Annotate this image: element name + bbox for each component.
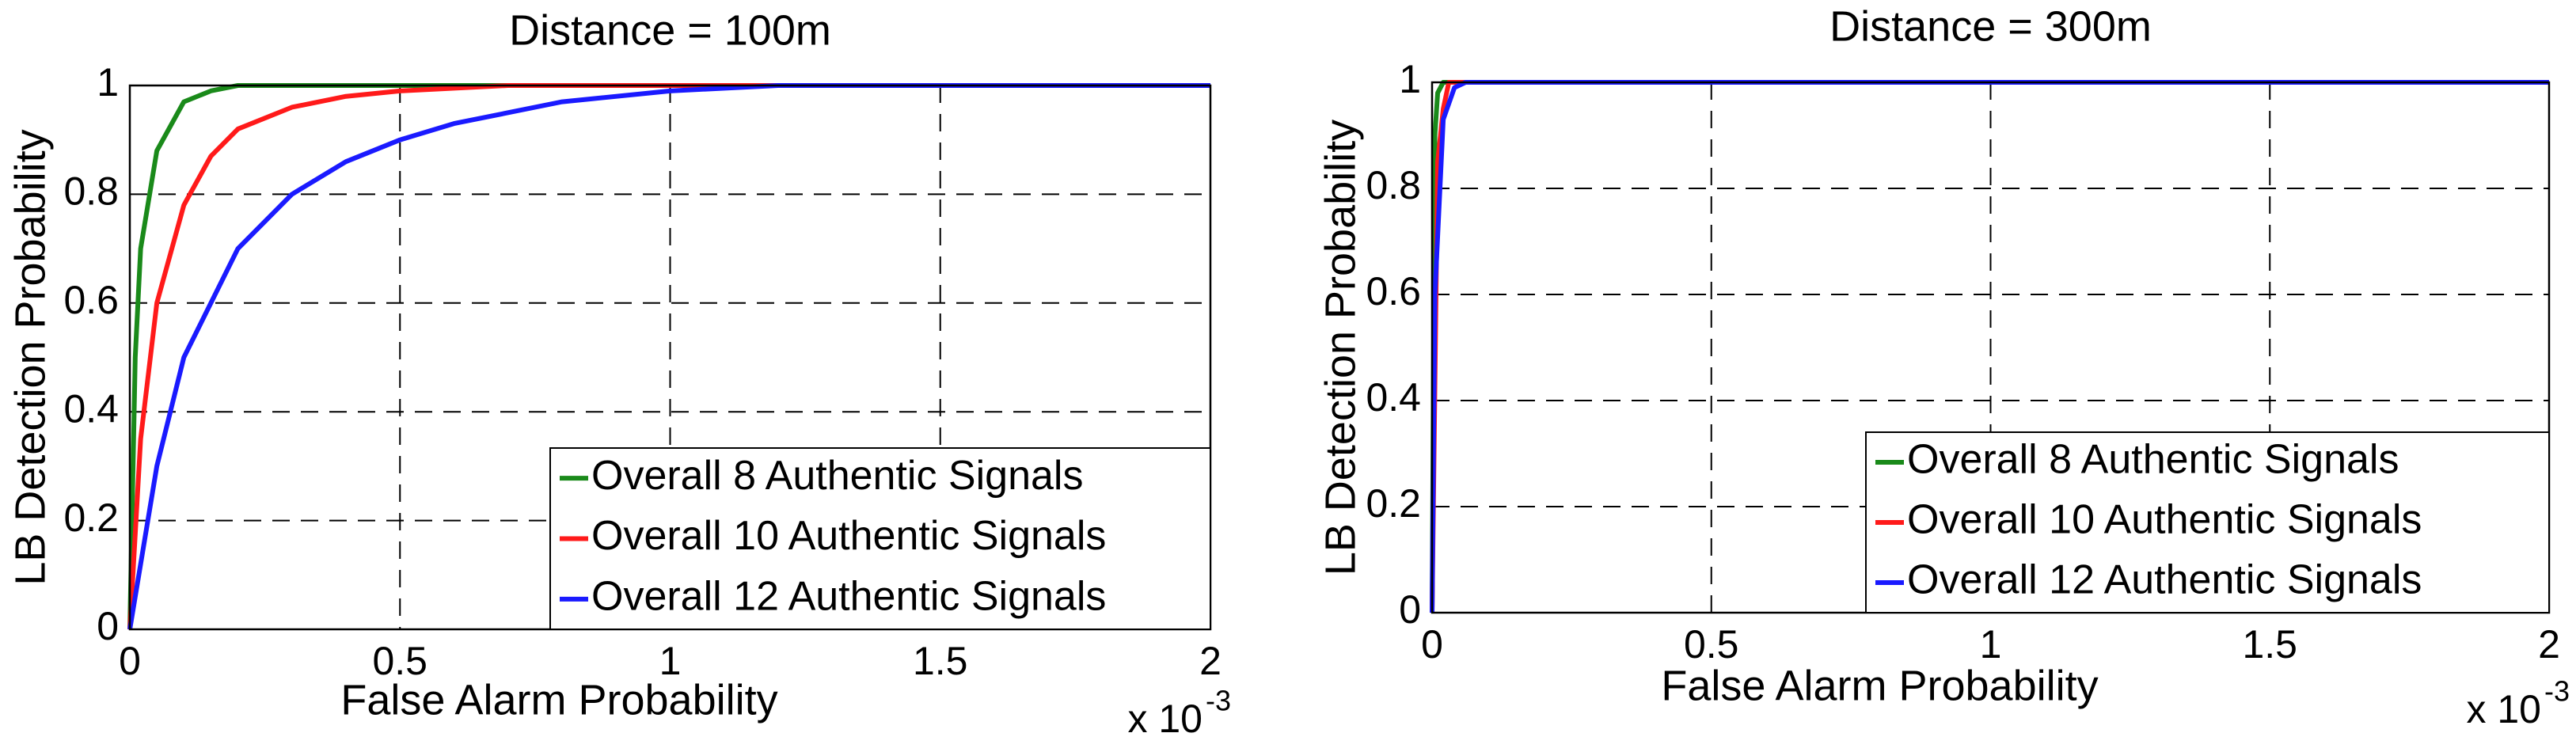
x-tick-label: 0.5 [372,639,427,683]
x-tick-label: 0 [1421,622,1443,667]
y-tick-label: 0.6 [1366,269,1421,313]
y-tick-label: 0.2 [1366,481,1421,526]
y-tick-label: 0.4 [1366,375,1421,420]
legend: Overall 8 Authentic Signals Overall 10 Au… [549,447,1211,630]
x-multiplier-exponent: -3 [1206,685,1231,717]
legend-label: Overall 12 Authentic Signals [591,574,1106,620]
y-tick-label: 0.6 [63,278,119,322]
chart-title: Distance = 100m [509,6,831,54]
x-tick-label: 0.5 [1684,622,1739,667]
x-tick-label: 1 [1980,622,2002,667]
x-multiplier: x 10 [1127,697,1203,741]
y-tick-label: 0.2 [63,496,119,540]
x-axis-label: False Alarm Probability [340,676,777,724]
chart-title: Distance = 300m [1829,2,2152,50]
legend-label: Overall 8 Authentic Signals [1907,437,2399,483]
x-tick-label: 1.5 [2242,622,2297,667]
y-tick-label: 1 [97,60,119,104]
x-tick-label: 1.5 [913,639,968,683]
y-axis-label: LB Detection Probability [1316,120,1364,575]
legend-label: Overall 12 Authentic Signals [1907,557,2422,603]
x-tick-label: 2 [1199,639,1222,683]
legend-label: Overall 8 Authentic Signals [591,453,1083,499]
x-tick-label: 0 [119,639,141,683]
y-axis-label: LB Detection Probability [6,129,54,585]
x-tick-label: 2 [2538,622,2560,667]
legend-label: Overall 10 Authentic Signals [1907,497,2422,543]
y-tick-label: 0 [1399,587,1421,632]
y-tick-label: 0.8 [63,169,119,214]
legend-label: Overall 10 Authentic Signals [591,513,1106,559]
y-tick-label: 0 [97,604,119,648]
y-tick-label: 1 [1399,57,1421,101]
x-axis-label: False Alarm Probability [1661,662,2098,709]
y-tick-label: 0.4 [63,386,119,431]
legend-box [1865,431,2550,613]
legend: Overall 8 Authentic Signals Overall 10 Au… [1865,431,2550,613]
legend-box [549,447,1211,630]
x-multiplier-exponent: -3 [2544,675,2570,708]
x-tick-label: 1 [659,639,682,683]
y-tick-label: 0.8 [1366,163,1421,207]
x-multiplier: x 10 [2466,687,2541,731]
